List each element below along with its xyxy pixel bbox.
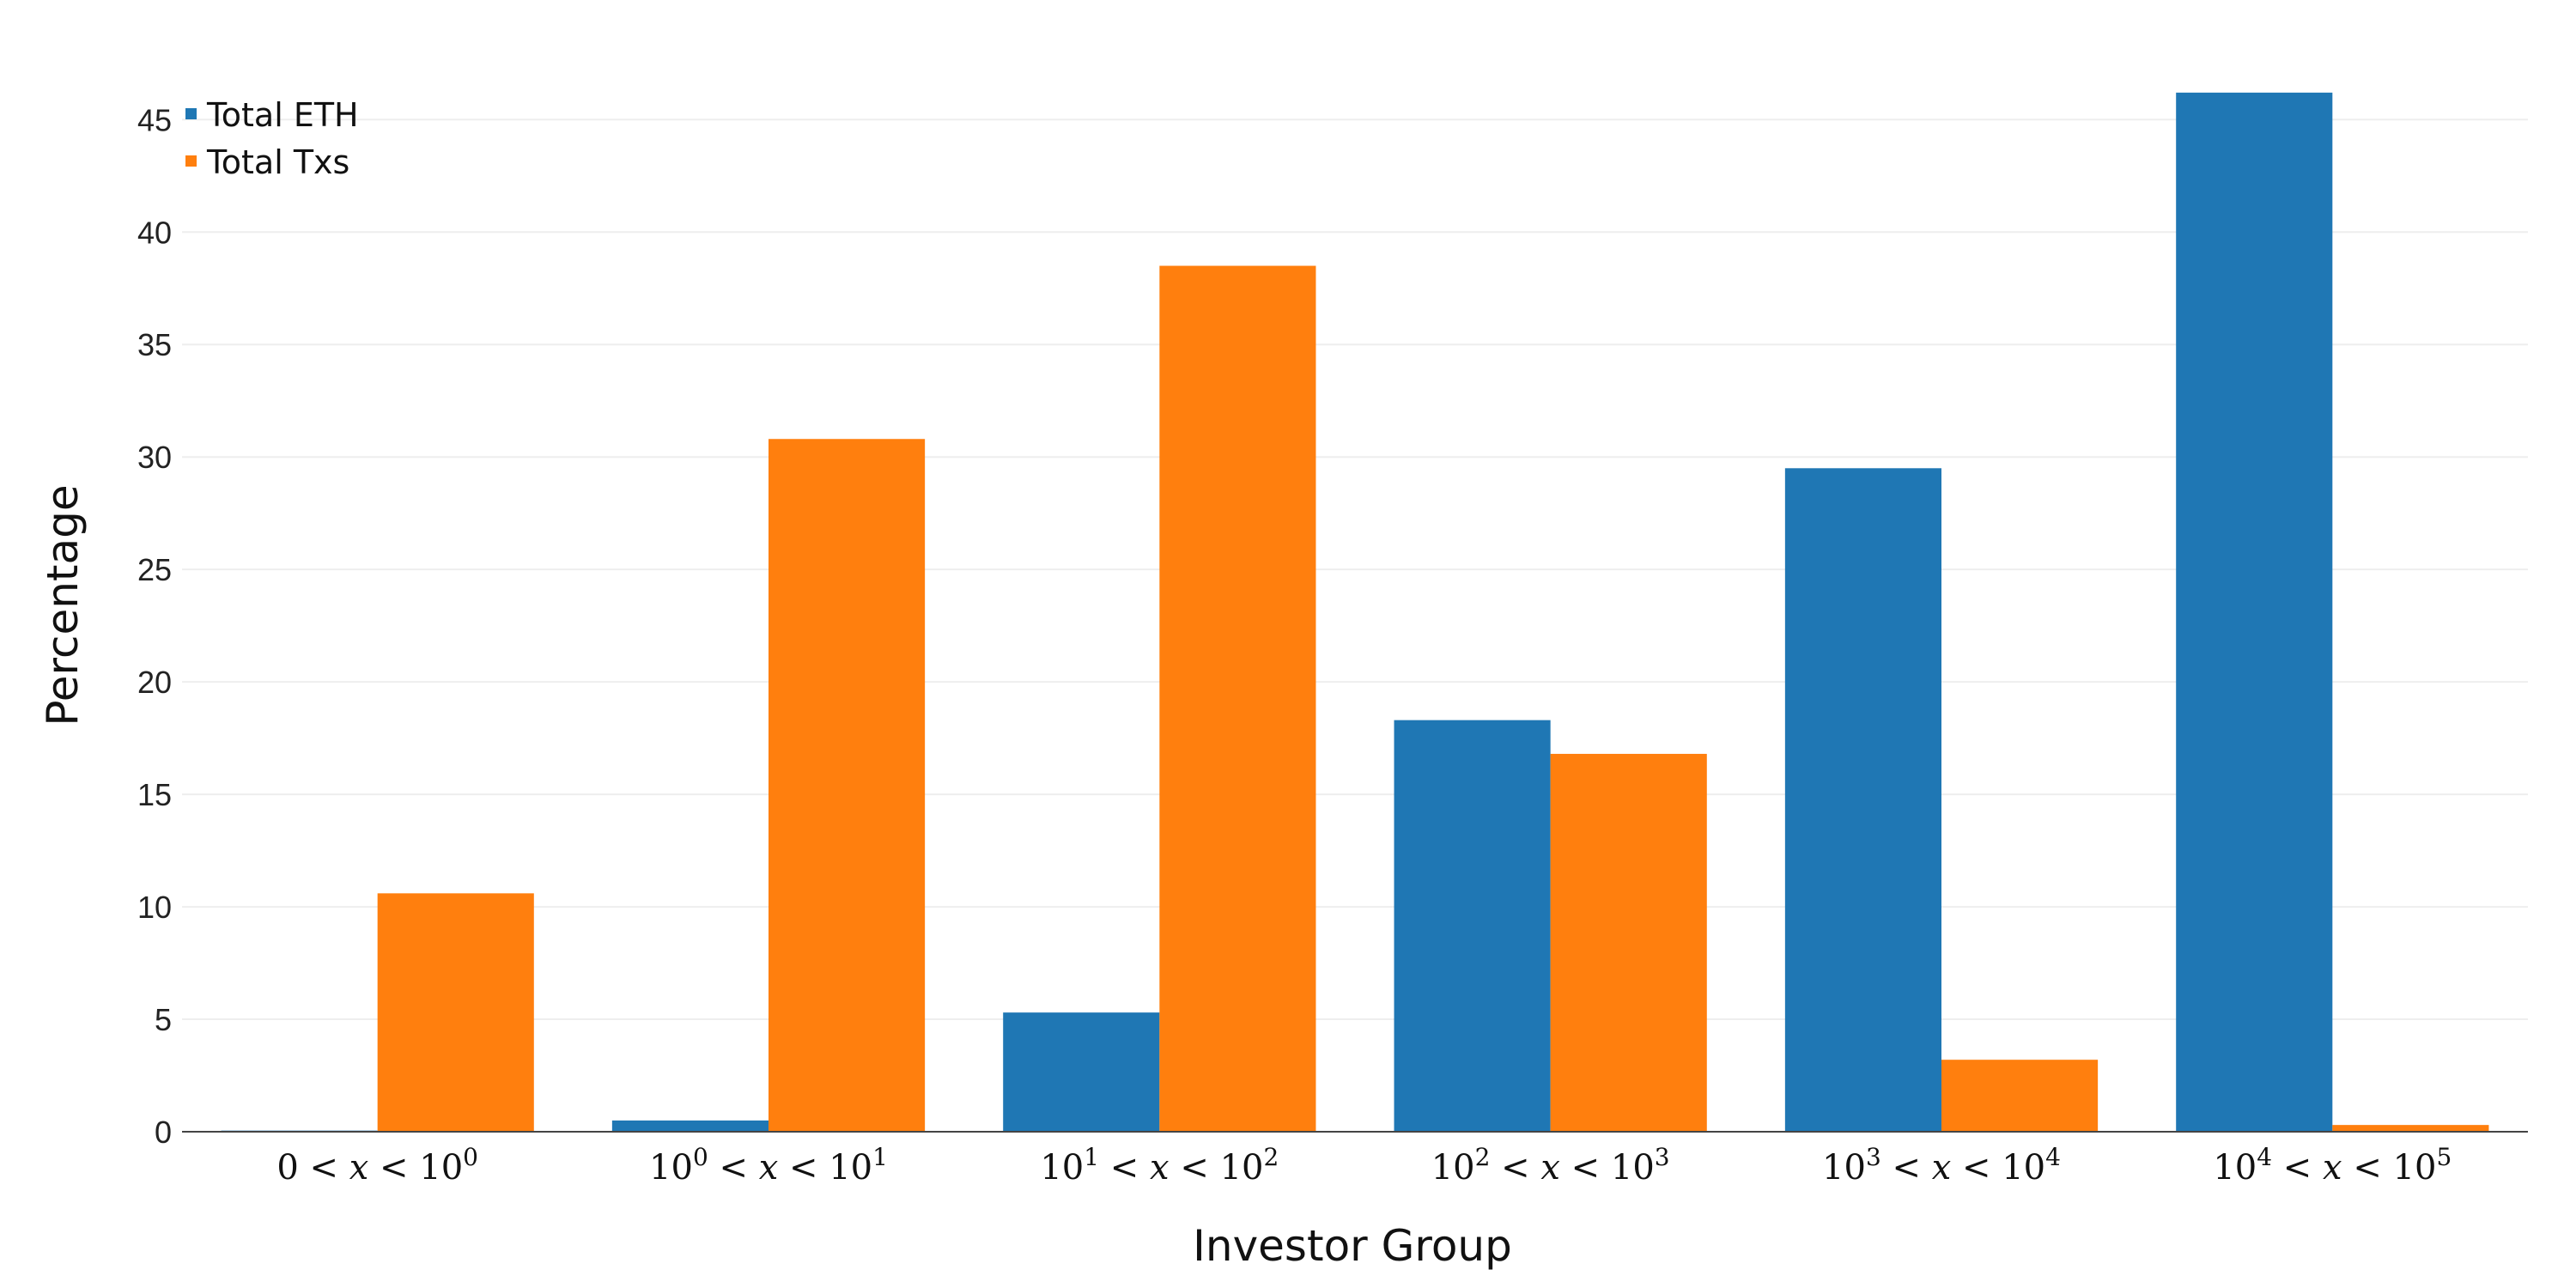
x-tick-label: 104 < x < 105 xyxy=(2213,1143,2451,1188)
y-tick-label: 30 xyxy=(137,440,172,475)
legend-item-total-txs[interactable]: Total Txs xyxy=(185,143,349,181)
bar-total-txs-2[interactable] xyxy=(1159,265,1316,1132)
bar-total-eth-4[interactable] xyxy=(1784,468,1941,1132)
bar-total-txs-3[interactable] xyxy=(1550,753,1707,1132)
x-tick-label: 103 < x < 104 xyxy=(1822,1143,2061,1188)
legend[interactable]: Total ETH Total Txs xyxy=(185,96,359,181)
y-tick-label: 10 xyxy=(137,890,172,925)
legend-label-total-eth: Total ETH xyxy=(206,96,359,134)
bar-total-txs-5[interactable] xyxy=(2332,1125,2489,1132)
bars xyxy=(221,92,2489,1133)
y-axis-title: Percentage xyxy=(38,484,88,726)
x-tick-label: 0 < x < 100 xyxy=(276,1143,478,1188)
x-tick-label: 101 < x < 102 xyxy=(1040,1143,1279,1188)
legend-label-total-txs: Total Txs xyxy=(206,143,349,181)
y-tick-label: 20 xyxy=(137,665,172,700)
y-tick-label: 25 xyxy=(137,552,172,587)
bar-total-eth-5[interactable] xyxy=(2176,92,2333,1133)
x-tick-label: 102 < x < 103 xyxy=(1431,1143,1670,1188)
y-tick-label: 15 xyxy=(137,777,172,812)
y-tick-labels: 0 5 10 15 20 25 30 35 40 45 xyxy=(137,102,172,1150)
y-tick-label: 40 xyxy=(137,215,172,250)
bar-total-txs-4[interactable] xyxy=(1941,1060,2099,1132)
bar-total-txs-1[interactable] xyxy=(769,439,926,1132)
bar-total-eth-2[interactable] xyxy=(1003,1012,1160,1132)
x-tick-label: 100 < x < 101 xyxy=(649,1143,888,1188)
x-tick-labels: 0 < x < 100 100 < x < 101 101 < x < 102 102… xyxy=(276,1143,2451,1188)
y-tick-label: 5 xyxy=(155,1002,172,1037)
legend-swatch-total-txs xyxy=(185,155,197,167)
legend-swatch-total-eth xyxy=(185,108,197,119)
bar-total-eth-3[interactable] xyxy=(1394,720,1551,1132)
y-tick-label: 35 xyxy=(137,327,172,362)
x-axis-title: Investor Group xyxy=(1193,1221,1512,1271)
y-tick-label: 0 xyxy=(155,1115,172,1150)
gridlines xyxy=(182,118,2528,1021)
bar-total-txs-0[interactable] xyxy=(377,893,534,1132)
bar-total-eth-1[interactable] xyxy=(611,1120,769,1132)
legend-item-total-eth[interactable]: Total ETH xyxy=(185,96,359,134)
y-tick-label: 45 xyxy=(137,102,172,137)
